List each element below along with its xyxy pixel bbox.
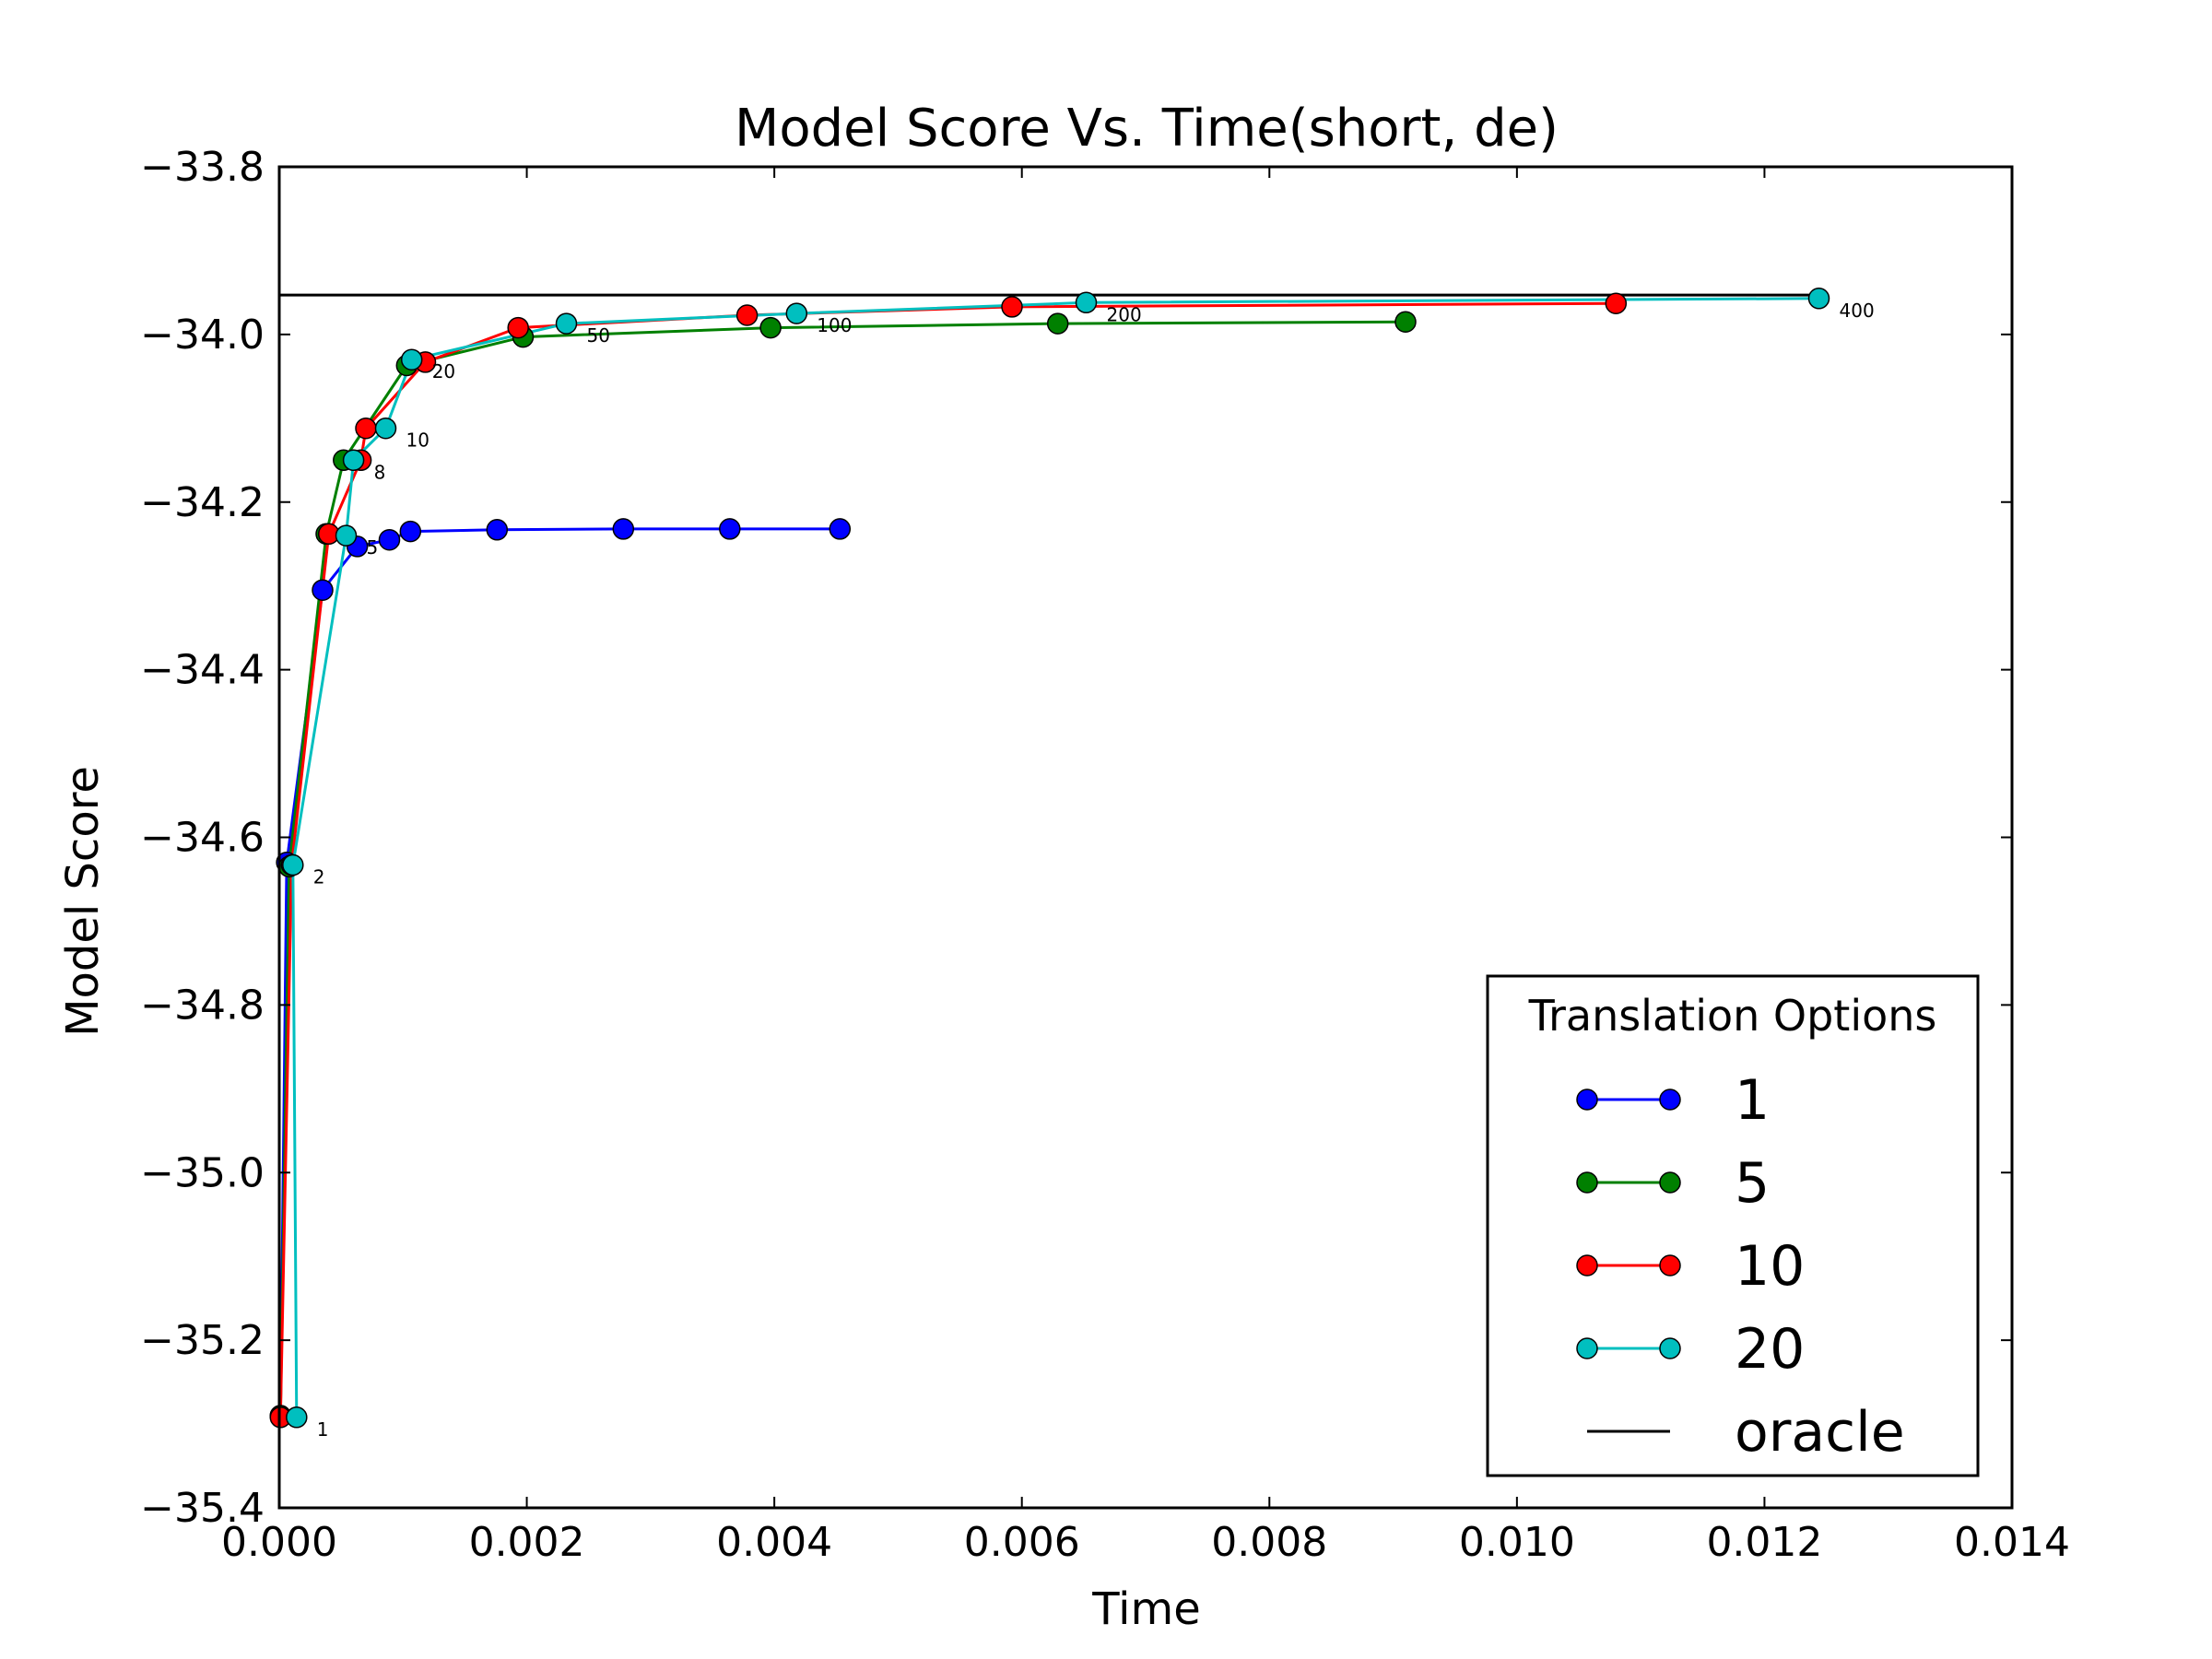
point-annotation: 100 [817, 314, 852, 336]
data-point-series-10 [507, 316, 529, 339]
point-annotation: 2 [313, 866, 325, 888]
point-annotation: 400 [1840, 300, 1875, 322]
x-tick-label: 0.014 [1954, 1519, 2070, 1566]
x-tick-label: 0.004 [716, 1519, 832, 1566]
legend: Translation Options 1 5 10 20 oracle [1486, 974, 1980, 1477]
y-tick-label: −33.8 [140, 144, 265, 191]
y-tick-label: −35.0 [140, 1149, 265, 1196]
data-point-series-20 [374, 417, 397, 440]
x-axis-label: Time [1091, 1583, 1200, 1635]
x-tick-label: 0.000 [221, 1519, 337, 1566]
legend-label-1: 1 [1735, 1068, 1770, 1133]
y-tick-label: −34.2 [140, 479, 265, 526]
data-point-series-20 [1807, 288, 1830, 310]
legend-label-10: 10 [1735, 1234, 1805, 1299]
x-tick-label: 0.002 [469, 1519, 585, 1566]
point-annotation: 50 [587, 324, 610, 347]
point-annotation: 10 [406, 429, 429, 452]
legend-label-5: 5 [1735, 1151, 1770, 1216]
point-annotation: 8 [374, 461, 386, 483]
data-point-series-10 [355, 417, 377, 440]
point-annotation: 20 [432, 360, 455, 382]
data-point-series-1 [719, 518, 741, 540]
legend-label-20: 20 [1735, 1317, 1805, 1382]
y-tick-label: −34.4 [140, 647, 265, 694]
x-tick-label: 0.012 [1706, 1519, 1822, 1566]
data-point-series-1 [486, 519, 509, 541]
legend-box [1486, 974, 1980, 1477]
data-point-series-20 [286, 1406, 308, 1429]
data-point-series-20 [785, 302, 808, 324]
data-point-series-10 [735, 304, 759, 326]
data-point-series-5 [1046, 312, 1069, 335]
legend-title: Translation Options [1528, 991, 1937, 1041]
legend-marker-5 [1659, 1171, 1681, 1194]
data-point-series-1 [399, 520, 422, 543]
legend-marker-20 [1659, 1337, 1681, 1359]
data-point-series-20 [282, 853, 304, 877]
y-tick-label: −35.4 [140, 1485, 265, 1532]
x-tick-label: 0.008 [1211, 1519, 1327, 1566]
x-tick-label: 0.010 [1459, 1519, 1575, 1566]
point-annotation: 1 [317, 1418, 329, 1441]
y-axis-label: Model Score [57, 766, 109, 1037]
data-point-series-1 [378, 528, 401, 551]
legend-marker-1 [1659, 1088, 1681, 1111]
data-point-series-5 [1394, 311, 1417, 333]
y-tick-label: −35.2 [140, 1317, 265, 1364]
legend-marker-1 [1576, 1088, 1598, 1111]
data-point-series-10 [1001, 296, 1023, 318]
data-point-series-20 [342, 449, 365, 472]
legend-marker-20 [1576, 1337, 1598, 1359]
data-point-series-20 [335, 524, 358, 547]
data-point-series-1 [612, 518, 635, 540]
y-tick-label: −34.0 [140, 312, 265, 359]
data-point-series-5 [759, 316, 782, 339]
legend-marker-10 [1659, 1254, 1681, 1277]
data-point-series-20 [555, 312, 578, 335]
legend-marker-10 [1576, 1254, 1598, 1277]
chart-title: Model Score Vs. Time(short, de) [735, 99, 1559, 159]
point-annotation: 5 [367, 536, 379, 559]
legend-marker-5 [1576, 1171, 1598, 1194]
x-tick-label: 0.006 [964, 1519, 1080, 1566]
data-point-series-1 [829, 518, 852, 540]
y-tick-label: −34.8 [140, 982, 265, 1029]
point-annotation: 200 [1107, 303, 1142, 325]
legend-label-oracle: oracle [1735, 1400, 1905, 1465]
y-tick-label: −34.6 [140, 815, 265, 862]
data-point-series-20 [1075, 291, 1098, 314]
data-point-series-1 [312, 579, 334, 601]
data-point-series-10 [1605, 292, 1628, 314]
series-line-20 [291, 297, 1819, 1418]
data-point-series-20 [400, 348, 423, 371]
